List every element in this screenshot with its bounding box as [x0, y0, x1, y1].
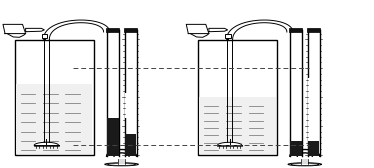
Ellipse shape	[105, 163, 138, 166]
Polygon shape	[26, 28, 45, 32]
Bar	[307, 28, 320, 32]
Bar	[118, 159, 125, 164]
Bar	[124, 28, 137, 32]
Polygon shape	[186, 24, 209, 34]
Bar	[308, 141, 319, 156]
Ellipse shape	[288, 163, 322, 166]
Bar	[301, 159, 308, 164]
Ellipse shape	[108, 163, 135, 165]
Polygon shape	[209, 28, 228, 32]
Bar	[106, 28, 119, 32]
Bar	[42, 34, 47, 38]
Polygon shape	[217, 142, 242, 145]
Bar	[16, 84, 92, 154]
Bar	[107, 118, 119, 156]
Bar	[225, 34, 231, 38]
Bar	[290, 141, 302, 156]
Polygon shape	[3, 24, 26, 34]
Ellipse shape	[291, 163, 319, 165]
Polygon shape	[34, 142, 58, 145]
Bar	[289, 28, 302, 32]
Bar	[198, 40, 277, 155]
Bar	[125, 93, 136, 118]
Bar	[15, 40, 94, 155]
Bar	[308, 78, 319, 141]
Bar	[199, 97, 276, 154]
Bar	[125, 134, 136, 156]
